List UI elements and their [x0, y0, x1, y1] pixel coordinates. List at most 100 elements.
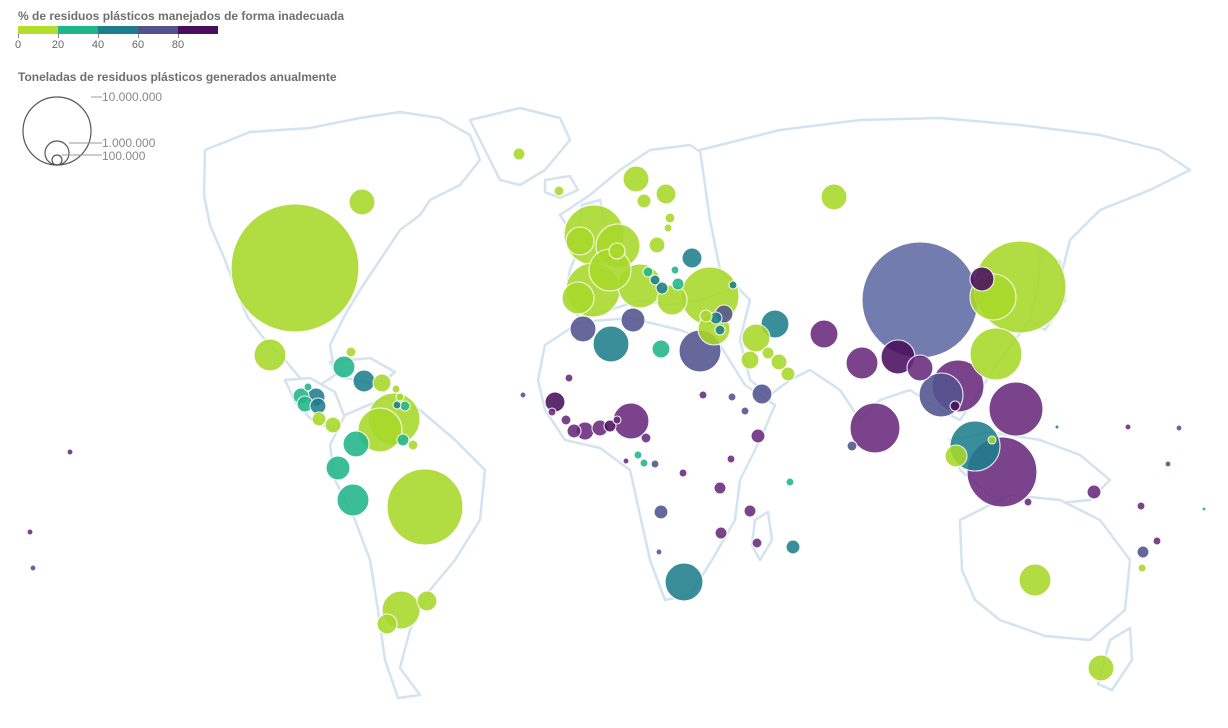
bubble-ukraine[interactable] [681, 247, 703, 269]
bubble-brunei[interactable] [987, 435, 997, 445]
bubble-spain[interactable] [561, 281, 595, 315]
bubble-ecuador[interactable] [342, 430, 370, 458]
bubble-georgia[interactable] [728, 280, 738, 290]
bubble-kenya[interactable] [726, 454, 736, 464]
bubble-poland[interactable] [648, 236, 666, 254]
bubble-sweden[interactable] [636, 193, 652, 209]
bubble-suriname[interactable] [407, 439, 419, 451]
bubble-pakistan[interactable] [809, 319, 839, 349]
bubble-sao-tome[interactable] [622, 457, 630, 465]
bubble-guinea[interactable] [560, 414, 572, 426]
bubble-cape-verde[interactable] [519, 391, 527, 399]
bubble-ireland[interactable] [565, 226, 595, 256]
bubble-norway[interactable] [622, 165, 650, 193]
bubble-balkans-2[interactable] [649, 274, 661, 286]
bubble-zimbabwe[interactable] [714, 526, 728, 540]
bubble-uruguay[interactable] [416, 590, 438, 612]
bubble-singapore[interactable] [944, 444, 968, 468]
bubble-chile[interactable] [376, 613, 398, 635]
bubble-new-zealand[interactable] [1087, 654, 1115, 682]
bubble-usa[interactable] [230, 203, 360, 333]
bubble-panama[interactable] [324, 416, 342, 434]
bubble-angola[interactable] [653, 504, 669, 520]
bubble-sierra-leone[interactable] [566, 423, 582, 439]
bubble-cambodia[interactable] [949, 400, 961, 412]
bubble-ghana[interactable] [603, 419, 617, 433]
bubble-balkans-1[interactable] [642, 266, 654, 278]
bubble-hawaii[interactable] [66, 448, 74, 456]
bubble-morocco[interactable] [569, 315, 597, 343]
bubble-yemen[interactable] [751, 383, 773, 405]
bubble-tunisia[interactable] [620, 307, 646, 333]
bubble-moldova[interactable] [670, 265, 680, 275]
bubble-bolivia[interactable] [336, 483, 370, 517]
bubble-kuwait[interactable] [740, 350, 760, 370]
bubble-south-africa[interactable] [664, 562, 704, 602]
bubble-gabon[interactable] [639, 458, 649, 468]
bubble-greenland[interactable] [512, 147, 526, 161]
bubble-peru[interactable] [325, 455, 351, 481]
bubble-somalia[interactable] [750, 428, 766, 444]
bubble-south-korea[interactable] [969, 327, 1023, 381]
bubble-maldives[interactable] [846, 440, 858, 452]
bubble-baltic-2[interactable] [663, 223, 673, 233]
bubble-congo[interactable] [650, 459, 660, 469]
bubble-libya[interactable] [651, 339, 671, 359]
bubble-north-korea[interactable] [969, 266, 995, 292]
bubble-jordan[interactable] [714, 324, 726, 336]
bubble-timor[interactable] [1023, 497, 1033, 507]
bubble-canada-east[interactable] [348, 188, 376, 216]
bubble-saudi-arabia[interactable] [741, 323, 771, 353]
bubble-solomon[interactable] [1136, 501, 1146, 511]
bubble-mauritius[interactable] [785, 539, 801, 555]
bubble-tonga[interactable] [29, 564, 37, 572]
bubble-belgium[interactable] [608, 242, 626, 260]
bubble-dominican-rep[interactable] [352, 369, 376, 393]
bubble-costa-rica[interactable] [311, 411, 327, 427]
bubble-oman[interactable] [780, 366, 796, 382]
bubble-philippines[interactable] [988, 381, 1044, 437]
bubble-pacific-1[interactable] [1124, 423, 1132, 431]
bubble-cyprus[interactable] [699, 309, 713, 323]
bubble-baltic-1[interactable] [664, 212, 676, 224]
bubble-mexico[interactable] [253, 338, 287, 372]
bubble-pacific-4[interactable] [1054, 424, 1060, 430]
bubble-togo[interactable] [612, 415, 622, 425]
bubble-caribbean-3[interactable] [399, 400, 411, 412]
bubble-fiji[interactable] [1136, 545, 1150, 559]
bubble-comoros[interactable] [785, 477, 795, 487]
bubble-png[interactable] [1086, 484, 1102, 500]
bubble-eq-guinea[interactable] [633, 450, 643, 460]
bubble-brazil[interactable] [386, 468, 464, 546]
bubble-guyana[interactable] [396, 433, 410, 447]
bubble-russia[interactable] [820, 183, 848, 211]
bubble-uae[interactable] [761, 346, 775, 360]
bubble-balkans-4[interactable] [671, 277, 685, 291]
bubble-caribbean-4[interactable] [392, 400, 402, 410]
bubble-puerto-rico[interactable] [372, 373, 392, 393]
bubble-myanmar[interactable] [906, 354, 934, 382]
bubble-samoa[interactable] [26, 528, 34, 536]
bubble-tanzania[interactable] [713, 481, 727, 495]
bubble-sri-lanka[interactable] [849, 402, 901, 454]
bubble-namibia[interactable] [655, 548, 663, 556]
bubble-cent-african[interactable] [678, 468, 688, 478]
bubble-pacific-2[interactable] [1175, 424, 1183, 432]
bubble-sudan[interactable] [698, 390, 708, 400]
bubble-algeria[interactable] [592, 325, 630, 363]
bubble-australia[interactable] [1018, 563, 1052, 597]
bubble-caribbean-1[interactable] [391, 384, 401, 394]
bubble-pacific-3[interactable] [1164, 460, 1172, 468]
bubble-mauritania[interactable] [564, 373, 574, 383]
bubble-china[interactable] [861, 241, 979, 359]
bubble-gambia[interactable] [547, 407, 557, 417]
bubble-balkans-3[interactable] [655, 281, 669, 295]
bubble-jamaica[interactable] [345, 346, 357, 358]
bubble-caribbean-5[interactable] [303, 382, 313, 392]
bubble-caribbean-2[interactable] [395, 392, 405, 402]
bubble-cuba[interactable] [332, 355, 356, 379]
bubble-qatar[interactable] [770, 353, 788, 371]
bubble-cameroon[interactable] [640, 432, 652, 444]
bubble-seychelles[interactable] [1201, 506, 1207, 512]
bubble-djibouti[interactable] [740, 406, 750, 416]
